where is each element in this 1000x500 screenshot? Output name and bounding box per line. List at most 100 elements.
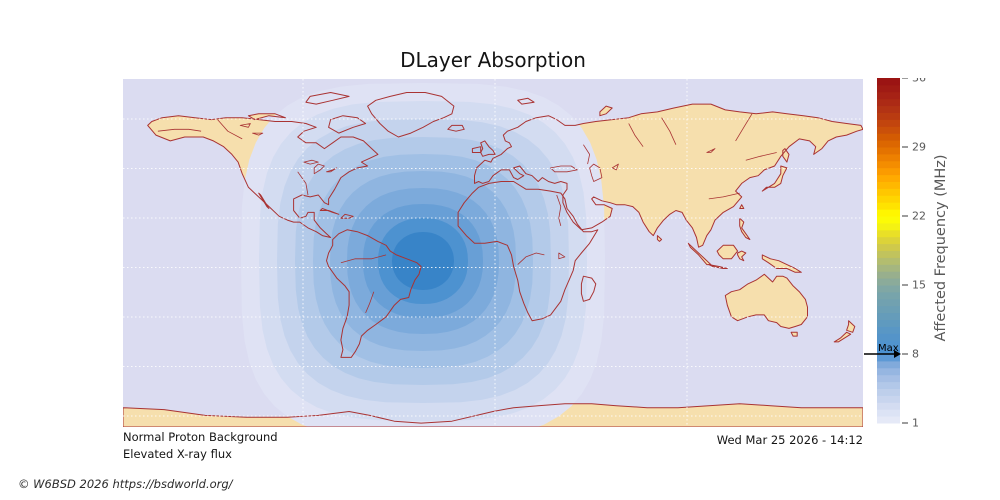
lake-outline (326, 167, 338, 173)
coastline (258, 192, 270, 209)
coastline (328, 115, 367, 134)
coastline (326, 229, 422, 358)
coastline (305, 92, 350, 105)
river (297, 171, 309, 196)
river (708, 192, 740, 200)
coastline (580, 275, 597, 302)
river (340, 254, 387, 264)
colorbar-step (877, 243, 900, 251)
colorbar-step (877, 222, 900, 231)
condition-status: Normal Proton Background Elevated X-ray … (123, 429, 278, 462)
coastline (447, 124, 465, 132)
xray-flux-status: Elevated X-ray flux (123, 446, 232, 461)
colorbar-step (877, 126, 900, 134)
max-frequency-marker: Max (864, 343, 901, 358)
river (365, 291, 375, 314)
colorbar-tick-label: 15 (912, 279, 926, 292)
page-title: DLayer Absorption (400, 48, 586, 72)
river (583, 144, 590, 165)
coastline (480, 140, 496, 157)
river (517, 252, 545, 265)
colorbar-step (877, 354, 900, 362)
colorbar-step (877, 78, 900, 86)
colorbar-step (877, 119, 900, 127)
land-fill (739, 218, 750, 240)
colorbar-ticks: 1 8 15 22 29 36 (902, 78, 926, 430)
land-fill (599, 106, 613, 116)
coastline (737, 250, 747, 262)
colorbar-step (877, 257, 900, 265)
lake-outline (706, 148, 716, 153)
colorbar-step (877, 112, 900, 120)
coastline (833, 331, 852, 343)
lake-outline (239, 123, 251, 128)
absorption-contours (241, 83, 605, 427)
colorbar-tick-label: 22 (912, 210, 926, 223)
coastline (724, 273, 808, 329)
coastline (247, 113, 286, 121)
lake-outline (303, 159, 319, 165)
river (628, 123, 644, 147)
colorbar-tick-label: 8 (912, 348, 919, 361)
colorbar-step (877, 98, 900, 107)
colorbar-step (877, 181, 900, 189)
colorbar-step (877, 416, 900, 424)
colorbar-step (877, 271, 900, 279)
colorbar-step (877, 216, 900, 224)
colorbar-step (877, 250, 900, 258)
land-fill (717, 245, 738, 259)
colorbar-step (877, 367, 900, 376)
coastline (708, 264, 728, 269)
colorbar-step (877, 229, 900, 238)
copyright-notice: © W6BSD 2026 https://bsdworld.org/ (18, 477, 233, 491)
colorbar-step (877, 264, 900, 272)
colorbar-step (877, 147, 900, 155)
proton-background-status: Normal Proton Background (123, 430, 278, 444)
colorbar-step (877, 402, 900, 410)
colorbar-step (877, 167, 900, 176)
colorbar-step (877, 91, 900, 100)
colorbar-step (877, 305, 900, 314)
coastline (599, 105, 613, 117)
lake-outline (252, 132, 264, 136)
coastline (716, 244, 739, 260)
river (735, 113, 753, 142)
river (745, 152, 777, 161)
river (556, 194, 562, 227)
colorbar-step (877, 195, 900, 203)
colorbar-step (877, 278, 900, 286)
colorbar-step (877, 174, 900, 182)
colorbar-step (877, 188, 900, 196)
colorbar-step (877, 285, 900, 293)
colorbar-step (877, 374, 900, 383)
coastline (367, 92, 455, 138)
graticule (123, 79, 863, 427)
river (217, 119, 243, 140)
land-fill (725, 274, 808, 329)
colorbar-step (877, 395, 900, 403)
colorbar-step (877, 381, 900, 389)
colorbar-gradient (877, 78, 900, 424)
coastline (656, 235, 663, 242)
lake-outline (550, 165, 578, 173)
colorbar-step (877, 319, 900, 327)
coastline (739, 204, 745, 209)
river (157, 128, 202, 132)
colorbar-tick-label: 29 (912, 141, 926, 154)
max-arrow-head (894, 350, 901, 358)
colorbar-step (877, 209, 900, 217)
colorbar-step (877, 236, 900, 245)
coastline (474, 103, 863, 248)
coastline (790, 331, 798, 337)
coastline (319, 208, 340, 215)
colorbar-step (877, 360, 900, 369)
colorbar-step (877, 153, 900, 162)
coastline (147, 115, 379, 238)
colorbar-step (877, 160, 900, 169)
coastline (457, 181, 599, 322)
coastline (782, 148, 790, 163)
colorbar-step (877, 202, 900, 210)
colorbar-step (877, 312, 900, 320)
colorbar-step (877, 347, 900, 355)
